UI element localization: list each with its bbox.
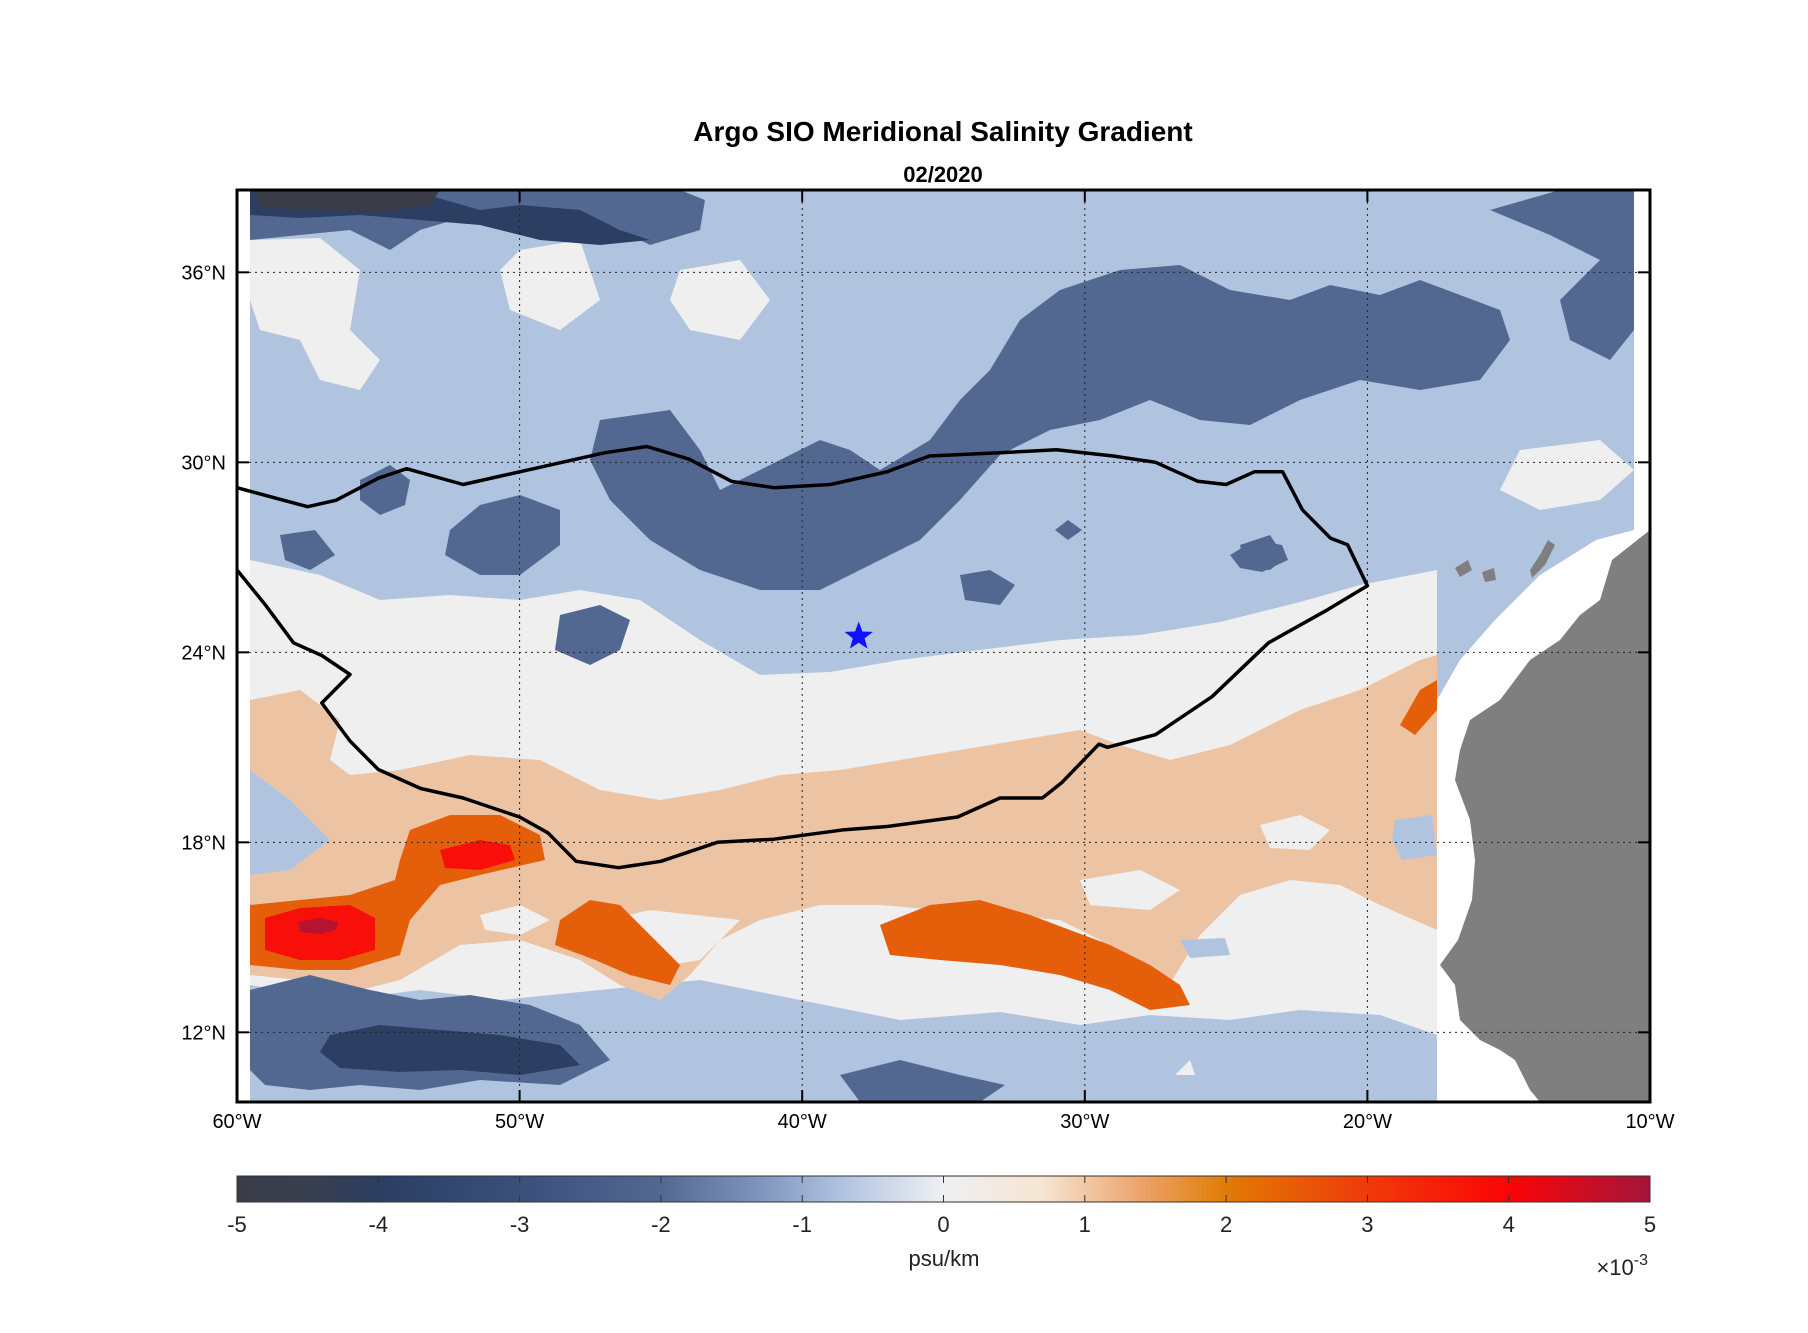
location-star-marker [844,621,873,649]
colorbar-tick-label: -4 [369,1212,389,1237]
blue-patch-s2 [1392,815,1437,860]
y-tick-label: 18°N [181,832,226,854]
neutral-speck [1175,1060,1195,1075]
darkred-patch [298,918,338,934]
tan-band [250,655,1437,1000]
colorbar-tick-label: 5 [1644,1212,1656,1237]
colorbar-tick-label: 1 [1079,1212,1091,1237]
navy-patch-c2 [960,570,1015,605]
colorbar-exponent-base: ×10 [1596,1255,1633,1280]
navy-patch-bottom2 [840,1060,1005,1102]
x-tick-label: 30°W [1060,1111,1109,1133]
y-tick-label: 36°N [181,262,226,284]
land-africa [1440,530,1650,1102]
colorbar-tick-label: 4 [1503,1212,1515,1237]
colorbar-label: psu/km [909,1246,980,1271]
navy-patch-c1 [555,605,630,665]
deep-patch-bottom [320,1025,580,1075]
colorbar-exponent-power: -3 [1634,1252,1648,1269]
y-tick-label: 30°N [181,452,226,474]
navy-patch-east-1 [1230,540,1288,572]
blue-patch-s1 [1180,938,1230,958]
navy-patch-w1 [360,465,410,515]
colorbar-tick-label: -2 [651,1212,671,1237]
colorbar-tick-label: 2 [1220,1212,1232,1237]
neutral-inside-tan-4 [800,925,900,975]
red-patch-2 [440,840,515,870]
orange-patch-4 [1400,680,1437,735]
axes-box [235,188,1652,1104]
navy-patch-w3 [445,495,560,575]
orange-patch-2 [555,900,680,985]
navy-patch-ne [1490,190,1634,360]
colorbar-tick-label: 3 [1361,1212,1373,1237]
plot-area [237,190,1650,1102]
colorbar-exponent: ×10-3 [1596,1252,1648,1280]
colorbar: -5 -4 -3 -2 -1 0 1 2 3 4 5 psu/km ×10-3 [227,1175,1656,1280]
y-tick-label: 12°N [181,1022,226,1044]
x-tick-label: 40°W [778,1111,827,1133]
orange-patch-3 [880,900,1190,1010]
x-tick-label: 60°W [212,1111,261,1133]
x-tick-label: 20°W [1343,1111,1392,1133]
neutral-patch-ne [1500,440,1634,510]
x-tick-label: 10°W [1625,1111,1674,1133]
x-tick-label: 50°W [495,1111,544,1133]
colorbar-tick-label: -3 [510,1212,530,1237]
chart-subtitle: 02/2020 [903,162,983,187]
land-island-2 [1482,568,1496,582]
neutral-patch-n1 [500,240,600,330]
land-island-1 [1455,560,1472,577]
colorbar-tick-label: -5 [227,1212,247,1237]
neutral-inside-tan-1 [1260,815,1330,850]
neutral-inside-tan-5 [1080,870,1180,910]
neutral-inside-tan-2 [480,905,550,935]
deep-patch-top2 [255,190,440,212]
chart-title: Argo SIO Meridional Salinity Gradient [693,116,1192,147]
colorbar-tick-label: -1 [792,1212,812,1237]
contour-line [237,444,1370,870]
navy-patch-w2 [280,530,335,570]
colorbar-tick-label: 0 [937,1212,949,1237]
navy-patch-central [590,265,1510,590]
neutral-patch-n2 [670,260,770,340]
land-island-3 [1530,540,1555,578]
navy-patch-east-2 [1055,520,1082,540]
neutral-patch-nw [250,238,380,390]
y-tick-label: 24°N [181,642,226,664]
blue-patch-w [250,770,330,875]
